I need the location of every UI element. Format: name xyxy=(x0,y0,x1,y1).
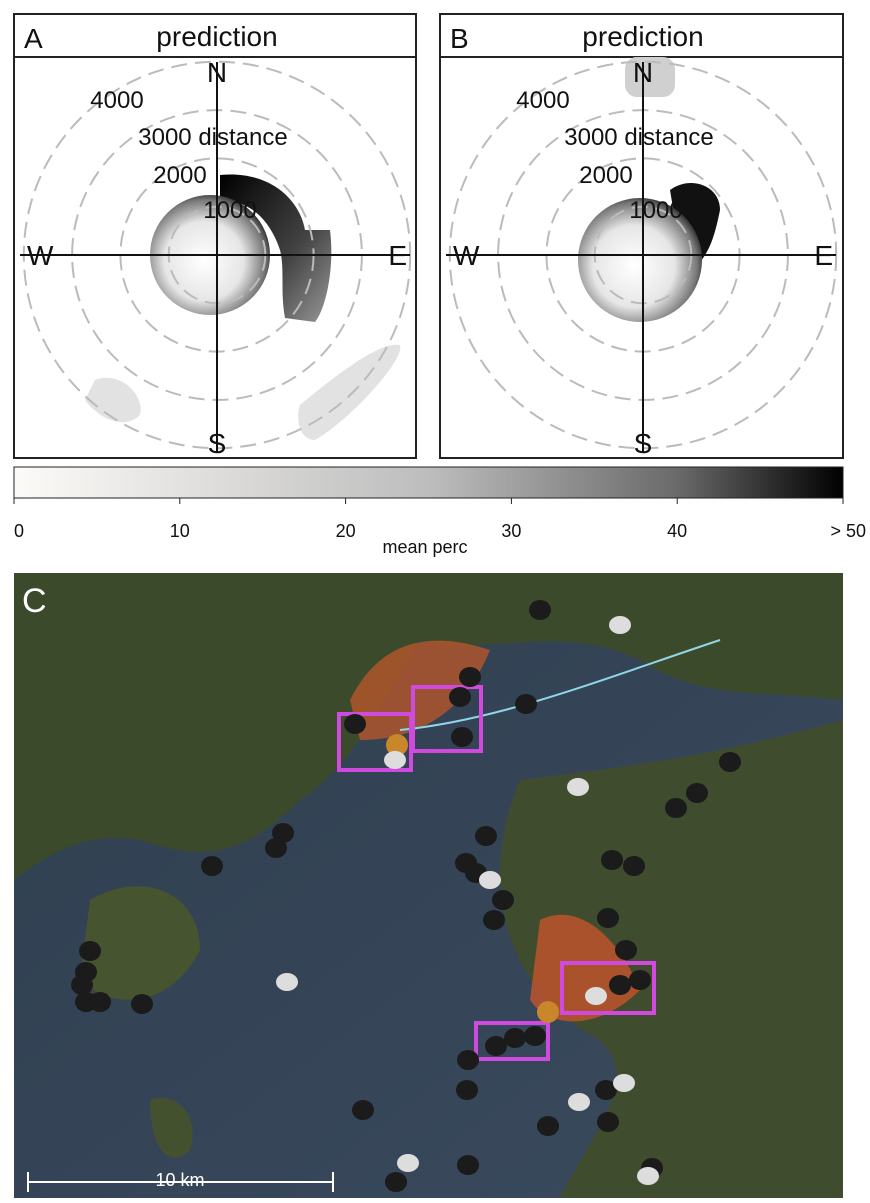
site xyxy=(483,910,505,930)
panel-title: prediction xyxy=(156,21,277,52)
site xyxy=(601,850,623,870)
site xyxy=(201,856,223,876)
distance-label: 1000 xyxy=(203,197,256,224)
distance-label: 1000 xyxy=(629,197,682,224)
site xyxy=(568,1093,590,1111)
site xyxy=(457,1155,479,1175)
distance-label: 3000 distance xyxy=(564,124,713,151)
compass-label: N xyxy=(207,57,227,88)
site xyxy=(485,1036,507,1056)
site xyxy=(623,856,645,876)
heatmap xyxy=(578,57,720,322)
site xyxy=(276,973,298,991)
site xyxy=(629,970,651,990)
site xyxy=(451,727,473,747)
colorbar-tick-label: 40 xyxy=(667,521,687,541)
page: {"panels": [{"letter": "A", "title": "pr… xyxy=(0,0,870,1203)
site xyxy=(537,1116,559,1136)
site xyxy=(265,838,287,858)
colorbar-tick-label: 10 xyxy=(170,521,190,541)
colorbar-tick-label: 30 xyxy=(501,521,521,541)
compass-label: E xyxy=(388,240,407,271)
site xyxy=(597,1112,619,1132)
site xyxy=(79,941,101,961)
site xyxy=(475,826,497,846)
compass-label: W xyxy=(27,240,54,271)
site xyxy=(665,798,687,818)
panel-letter: C xyxy=(22,582,47,620)
panel-title: prediction xyxy=(582,21,703,52)
site xyxy=(637,1167,659,1185)
site xyxy=(609,616,631,634)
distance-label: 3000 distance xyxy=(138,124,287,151)
site xyxy=(352,1100,374,1120)
site xyxy=(479,871,501,889)
colorbar-tick-label: > 50 xyxy=(830,521,866,541)
compass-label: E xyxy=(814,240,833,271)
colorbar-tick-label: 20 xyxy=(336,521,356,541)
panel-letter: B xyxy=(450,23,469,54)
distance-label: 4000 xyxy=(516,87,569,114)
site xyxy=(449,687,471,707)
figure: Aprediction 1000 2000 3000 distance 4000 N E S W… xyxy=(0,0,870,1198)
compass-label: W xyxy=(453,240,480,271)
site xyxy=(71,975,93,995)
scale-bar-label: 10 km xyxy=(155,1170,204,1190)
colorbar-tick-label: 0 xyxy=(14,521,24,541)
panel-letter: A xyxy=(24,23,43,54)
site xyxy=(456,1080,478,1100)
distance-label: 4000 xyxy=(90,87,143,114)
site xyxy=(567,778,589,796)
site xyxy=(131,994,153,1014)
site xyxy=(515,694,537,714)
site xyxy=(459,667,481,687)
site xyxy=(384,751,406,769)
site xyxy=(344,714,366,734)
site xyxy=(585,987,607,1005)
distance-label: 2000 xyxy=(153,162,206,189)
compass-label: N xyxy=(633,57,653,88)
site xyxy=(492,890,514,910)
site xyxy=(457,1050,479,1070)
site xyxy=(524,1026,546,1046)
colorbar-label: mean perc xyxy=(382,537,467,557)
site xyxy=(597,908,619,928)
site xyxy=(613,1074,635,1092)
site xyxy=(385,1172,407,1192)
site xyxy=(89,992,111,1012)
site xyxy=(615,940,637,960)
site xyxy=(529,600,551,620)
site xyxy=(686,783,708,803)
site xyxy=(397,1154,419,1172)
map: 10 km C xyxy=(14,573,843,1198)
colorbar xyxy=(14,467,843,498)
distance-label: 2000 xyxy=(579,162,632,189)
compass-label: S xyxy=(634,428,653,459)
site xyxy=(504,1028,526,1048)
site xyxy=(609,975,631,995)
compass-label: S xyxy=(208,428,227,459)
site xyxy=(719,752,741,772)
